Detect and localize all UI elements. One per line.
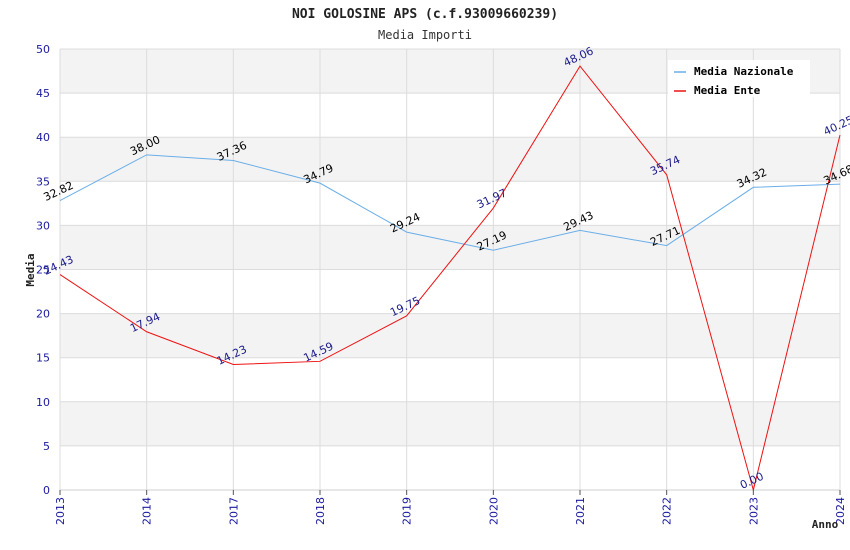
legend-box — [668, 60, 810, 97]
series-line-media-ente — [59, 65, 841, 492]
y-axis-ticks: 0 5 10 15 20 25 30 35 40 45 50 — [36, 43, 50, 497]
x-tick-label: 2023 — [747, 497, 760, 525]
x-axis-ticks: 2013 2014 2017 2018 2019 2020 2021 2022 2023 2024 — [54, 490, 847, 525]
y-axis-label: Media — [24, 253, 37, 286]
series-line-media-nazionale — [59, 154, 841, 251]
y-tick-label: 25 — [36, 264, 50, 277]
x-tick-label: 2017 — [227, 497, 240, 525]
legend-label: Media Nazionale — [694, 65, 794, 78]
plot-band — [60, 181, 840, 226]
plot-band — [60, 93, 840, 138]
y-tick-label: 0 — [43, 484, 50, 497]
y-tick-label: 30 — [36, 219, 50, 232]
y-tick-label: 45 — [36, 87, 50, 100]
y-tick-label: 15 — [36, 352, 50, 365]
plot-band — [60, 269, 840, 314]
y-tick-label: 50 — [36, 43, 50, 56]
x-tick-label: 2013 — [54, 497, 67, 525]
plot-band — [60, 357, 840, 402]
series-lines — [59, 65, 841, 492]
gridlines — [59, 48, 841, 491]
plot-band — [60, 445, 840, 490]
x-axis-label: Anno — [812, 518, 839, 531]
x-tick-label: 2021 — [574, 497, 587, 525]
x-tick-label: 2014 — [141, 497, 154, 525]
plot-band — [60, 401, 840, 446]
chart-title: NOI GOLOSINE APS (c.f.93009660239) — [292, 7, 558, 22]
y-tick-label: 20 — [36, 308, 50, 321]
legend: Media Nazionale Media Ente — [668, 60, 810, 97]
x-tick-label: 2018 — [314, 497, 327, 525]
plot-band — [60, 313, 840, 358]
chart-subtitle: Media Importi — [378, 28, 472, 42]
x-tick-label: 2022 — [661, 497, 674, 525]
y-tick-label: 5 — [43, 440, 50, 453]
y-tick-label: 35 — [36, 175, 50, 188]
plot-band — [60, 225, 840, 270]
plot-band — [60, 137, 840, 182]
y-tick-label: 10 — [36, 396, 50, 409]
x-tick-label: 2024 — [834, 497, 847, 525]
x-tick-label: 2020 — [487, 497, 500, 525]
x-tick-label: 2019 — [401, 497, 414, 525]
y-tick-label: 40 — [36, 131, 50, 144]
plot-background — [60, 49, 840, 490]
legend-label: Media Ente — [694, 84, 761, 97]
